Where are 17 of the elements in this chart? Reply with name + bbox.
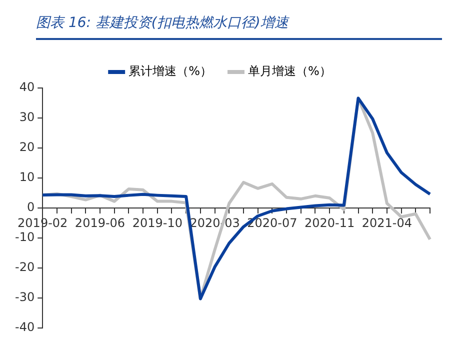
y-tick-label: 10: [19, 170, 35, 184]
legend-label: 单月增速（%）: [248, 64, 332, 78]
chart-title: 图表 16: 基建投资(扣电热燃水口径)增速: [36, 8, 442, 40]
legend-label: 累计增速（%）: [128, 64, 212, 78]
y-tick-label: 40: [19, 80, 35, 94]
x-tick-label: 2020-07: [247, 216, 298, 230]
x-tick-label: 2019-06: [74, 216, 126, 230]
y-tick-label: -10: [14, 230, 35, 244]
x-tick-label: 2020-11: [304, 216, 355, 230]
x-tick-label: 2019-10: [132, 216, 182, 230]
x-tick-label: 2021-04: [362, 216, 412, 230]
y-tick-label: -20: [14, 260, 35, 274]
y-tick-label: -40: [14, 320, 35, 334]
y-tick-label: 0: [26, 200, 35, 214]
y-tick-label: 20: [19, 140, 35, 154]
y-tick-label: 30: [19, 110, 35, 124]
y-tick-label: -30: [14, 290, 35, 304]
